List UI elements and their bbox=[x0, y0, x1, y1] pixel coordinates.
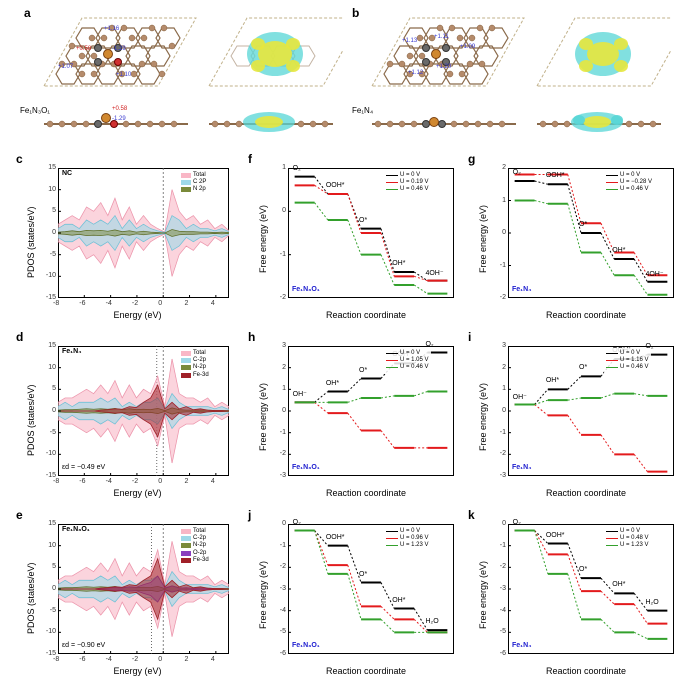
panel-b-model: Fe₁N₄ bbox=[352, 106, 373, 115]
charge-a-3: -1.29 bbox=[112, 46, 126, 52]
charge-a-1: +1.16 bbox=[104, 26, 119, 32]
panel-i: i-3-2-10123Reaction coordinateFree energ… bbox=[472, 336, 680, 504]
panel-h: h-3-2-10123Reaction coordinateFree energ… bbox=[252, 336, 460, 504]
panel-a-label: a bbox=[24, 6, 31, 20]
charge-b-4: +1.20 bbox=[436, 64, 451, 70]
charge-b-3: +1.09 bbox=[460, 44, 475, 50]
panel-j: j-6-5-4-3-2-10Reaction coordinateFree en… bbox=[252, 514, 460, 682]
panel-f: f-2-101Reaction coordinateFree energy (e… bbox=[252, 158, 460, 326]
charge-a-2: +0.58 bbox=[76, 46, 91, 52]
charge-a-s2: -1.29 bbox=[112, 116, 126, 122]
panel-b-label: b bbox=[352, 6, 359, 20]
charge-b-2: +1.11 bbox=[434, 34, 449, 40]
panel-c: c-8-6-4-2024-15-10-5051015Energy (eV)PDO… bbox=[20, 158, 235, 326]
panel-e: e-8-6-4-2024-15-10-5051015Energy (eV)PDO… bbox=[20, 514, 235, 682]
charge-b-5: +1.12 bbox=[408, 70, 423, 76]
charge-a-s1: +0.58 bbox=[112, 106, 127, 112]
panel-k: k-6-5-4-3-2-10Reaction coordinateFree en… bbox=[472, 514, 680, 682]
panel-b-structure: +1.13 +1.11 +1.09 +1.20 +1.12 bbox=[366, 14, 671, 154]
charge-a-5: +1.10 bbox=[116, 72, 131, 78]
panel-a-structure: +1.16 +0.58 -1.29 +1.07 +1.10 +0.58 -1.2… bbox=[38, 14, 343, 154]
panel-a-model: Fe₁N₃O₁ bbox=[20, 106, 50, 115]
struct-a-svg bbox=[38, 14, 343, 154]
struct-b-svg bbox=[366, 14, 671, 154]
charge-b-1: +1.13 bbox=[402, 38, 417, 44]
charge-a-4: +1.07 bbox=[58, 64, 73, 70]
panel-g: g-2-1012Reaction coordinateFree energy (… bbox=[472, 158, 680, 326]
panel-d: d-8-6-4-2024-15-10-5051015Energy (eV)PDO… bbox=[20, 336, 235, 504]
